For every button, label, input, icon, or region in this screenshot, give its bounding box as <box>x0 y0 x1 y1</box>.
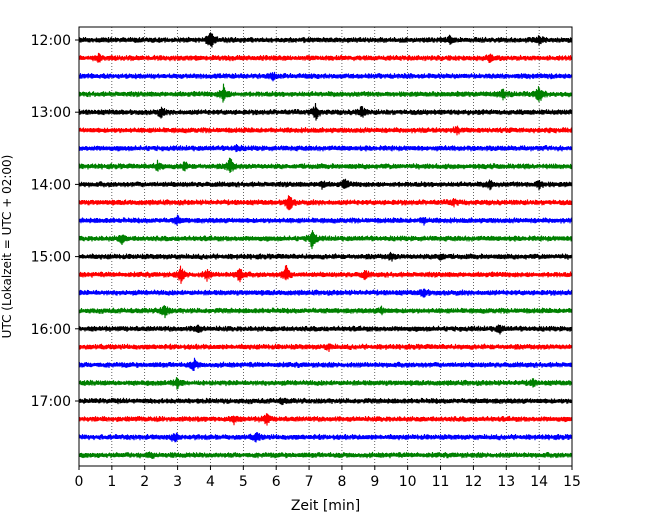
x-tick-label: 15 <box>563 474 581 490</box>
seismic-trace <box>78 451 573 459</box>
seismic-trace <box>78 265 573 284</box>
y-tick-label: 16:00 <box>31 322 71 338</box>
seismic-trace <box>78 357 573 371</box>
seismic-trace <box>78 71 573 82</box>
seismic-trace <box>78 157 573 174</box>
y-tick-label: 12:00 <box>31 33 71 49</box>
seismic-trace <box>78 125 573 136</box>
x-tick-label: 11 <box>432 474 450 490</box>
y-tick-label: 17:00 <box>31 394 71 410</box>
seismic-trace <box>78 305 573 319</box>
seismic-trace <box>78 32 573 48</box>
x-tick-label: 12 <box>464 474 482 490</box>
x-tick-label: 10 <box>399 474 417 490</box>
x-tick-label: 13 <box>497 474 515 490</box>
seismic-trace <box>78 377 573 390</box>
seismic-trace <box>78 214 573 226</box>
y-axis: 12:00 13:00 14:00 15:00 16:00 17:00 <box>31 33 79 410</box>
x-tick-label: 0 <box>75 474 84 490</box>
y-tick-label: 13:00 <box>31 105 71 121</box>
seismic-trace <box>78 288 573 298</box>
seismic-trace <box>78 144 573 153</box>
trace-group <box>78 32 573 459</box>
x-tick-label: 3 <box>173 474 182 490</box>
y-axis-label: UTC (Lokalzeit = UTC + 02:00) <box>0 155 14 339</box>
x-tick-label: 2 <box>140 474 149 490</box>
x-tick-label: 4 <box>206 474 215 490</box>
seismic-trace <box>78 432 573 443</box>
x-tick-label: 14 <box>530 474 548 490</box>
seismic-trace <box>78 195 573 211</box>
x-tick-label: 1 <box>107 474 116 490</box>
seismic-trace <box>78 178 573 191</box>
seismic-trace <box>78 413 573 426</box>
x-tick-label: 7 <box>305 474 314 490</box>
y-tick-label: 14:00 <box>31 177 71 193</box>
seismic-trace <box>78 343 573 353</box>
seismic-trace <box>78 397 573 406</box>
seismic-trace <box>78 103 573 121</box>
x-axis: 0 1 2 3 4 5 6 7 8 9 10 11 12 13 14 15 <box>75 466 581 490</box>
x-tick-label: 9 <box>370 474 379 490</box>
x-tick-label: 8 <box>337 474 346 490</box>
seismic-trace <box>78 230 573 250</box>
x-tick-label: 6 <box>272 474 281 490</box>
seismic-trace <box>78 324 573 335</box>
plot-frame <box>78 26 573 467</box>
seismic-trace <box>78 83 573 103</box>
seismic-trace <box>78 251 573 262</box>
x-axis-label: Zeit [min] <box>291 498 360 514</box>
x-tick-label: 5 <box>239 474 248 490</box>
y-tick-label: 15:00 <box>31 250 71 266</box>
seismic-trace <box>78 52 573 64</box>
